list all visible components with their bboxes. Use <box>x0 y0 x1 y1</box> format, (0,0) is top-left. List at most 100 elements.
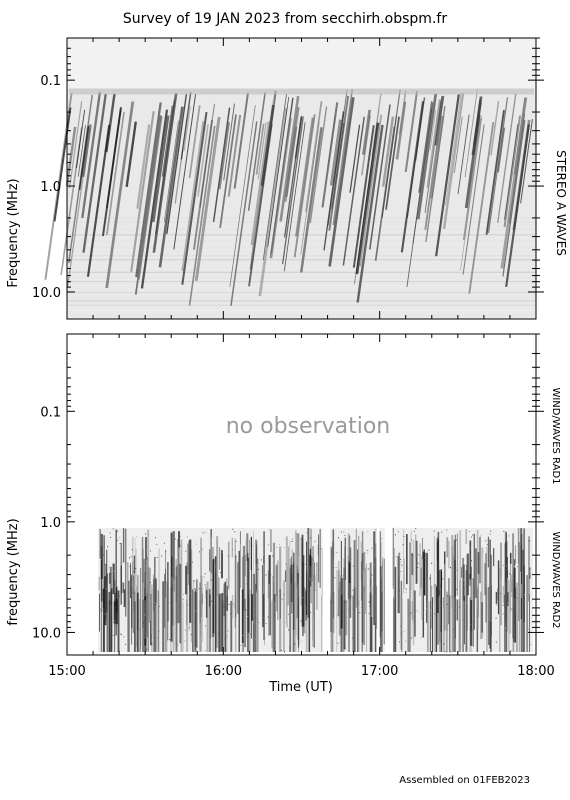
top-burst <box>295 117 314 237</box>
rad2-speckle <box>246 583 248 585</box>
top-burst <box>134 115 162 295</box>
rad2-speckle <box>140 606 142 608</box>
rad2-speckle <box>130 556 132 558</box>
top-burst <box>136 124 151 209</box>
rad2-speckle <box>398 590 400 592</box>
rad2-speckle <box>475 577 477 579</box>
top-burst <box>152 115 170 223</box>
rad2-speckle <box>368 613 370 615</box>
top-burst <box>101 107 122 237</box>
rad2-speckle <box>512 584 514 586</box>
rad2-speckle <box>216 569 218 571</box>
rad2-speckle <box>220 648 222 650</box>
rad2-speckle <box>471 629 473 631</box>
rad2-speckle <box>155 603 157 605</box>
rad2-speckle <box>232 603 234 605</box>
rad2-speckle <box>508 535 510 537</box>
top-burst <box>349 124 361 193</box>
rad2-speckle <box>300 537 302 539</box>
rad2-speckle <box>375 529 377 531</box>
rad2-speckle <box>368 601 370 603</box>
rad2-speckle <box>106 588 108 590</box>
rad2-speckle <box>210 579 212 581</box>
top-burst <box>152 92 178 253</box>
top-burst <box>212 107 231 222</box>
rad2-speckle <box>482 551 484 553</box>
rad2-speckle <box>455 569 457 571</box>
rad2-speckle <box>380 636 382 638</box>
rad2-speckle <box>393 574 395 576</box>
rad2-speckle <box>267 616 269 618</box>
rad2-speckle <box>204 625 206 627</box>
top-burst <box>105 101 135 289</box>
top-burst <box>445 92 462 206</box>
rad2-speckle <box>194 588 196 590</box>
rad2-speckle <box>287 591 289 593</box>
rad2-speckle <box>417 562 419 564</box>
top-burst <box>161 105 174 177</box>
rad2-speckle <box>274 644 276 646</box>
rad2-speckle <box>405 640 407 642</box>
top-burst <box>77 125 86 177</box>
top-burst <box>158 106 184 268</box>
rad2-speckle <box>513 566 515 568</box>
top-burst <box>429 109 437 151</box>
rad2-speckle <box>234 608 236 610</box>
top-burst <box>180 92 192 160</box>
rad2-speckle <box>185 629 187 631</box>
rad2-speckle <box>441 605 443 607</box>
top-spectrogram <box>44 38 536 319</box>
top-burst <box>138 116 163 280</box>
rad2-data-gap <box>377 525 380 654</box>
rad2-speckle <box>255 639 257 641</box>
top-burst <box>359 114 383 267</box>
rad2-speckle <box>437 538 439 540</box>
top-burst <box>283 115 303 238</box>
rad2-speckle <box>265 574 267 576</box>
rad2-speckle <box>516 597 518 599</box>
rad2-speckle <box>509 631 511 633</box>
rad2-speckle <box>101 609 103 611</box>
top-burst <box>166 93 188 234</box>
rad2-speckle <box>402 544 404 546</box>
rad2-speckle <box>521 593 523 595</box>
x-tick-label: 15:00 <box>48 664 85 679</box>
top-burst <box>416 93 438 220</box>
rad2-speckle <box>528 628 530 630</box>
top-burst <box>327 112 345 226</box>
top-burst <box>400 101 425 253</box>
rad2-speckle <box>262 617 264 619</box>
rad2-speckle <box>156 543 158 545</box>
top-burst <box>182 106 191 152</box>
top-burst <box>435 94 460 257</box>
rad2-speckle <box>158 606 160 608</box>
rad2-speckle <box>273 579 275 581</box>
top-burst <box>293 114 316 258</box>
rad2-speckle <box>519 629 521 631</box>
rad2-speckle <box>374 564 376 566</box>
rad2-speckle <box>446 529 448 531</box>
top-burst <box>457 114 470 195</box>
top-burst <box>500 120 525 269</box>
rad2-speckle <box>466 602 468 604</box>
rad2-speckle <box>116 530 118 532</box>
rad2-speckle <box>172 598 174 600</box>
rad2-speckle <box>226 636 228 638</box>
rad2-speckle <box>284 651 286 653</box>
rad2-speckle <box>228 604 230 606</box>
rad2-speckle <box>400 571 402 573</box>
rad2-speckle <box>400 595 402 597</box>
rad2-data-gap <box>322 525 331 654</box>
rad2-speckle <box>158 630 160 632</box>
rad2-speckle <box>181 598 183 600</box>
wind-waves-rad1-label: WIND/WAVES RAD1 <box>550 387 561 484</box>
top-burst <box>453 116 463 174</box>
top-burst <box>305 101 323 213</box>
rad2-speckle <box>190 634 192 636</box>
rad2-speckle <box>301 640 303 642</box>
rad2-speckle <box>173 575 175 577</box>
rad2-speckle <box>153 601 155 603</box>
top-burst <box>404 90 419 173</box>
bottom-panel: 0.1 1.0 10.0 15:00 16:00 17:00 18:00 no obser… <box>6 333 561 695</box>
top-burst <box>135 102 162 278</box>
